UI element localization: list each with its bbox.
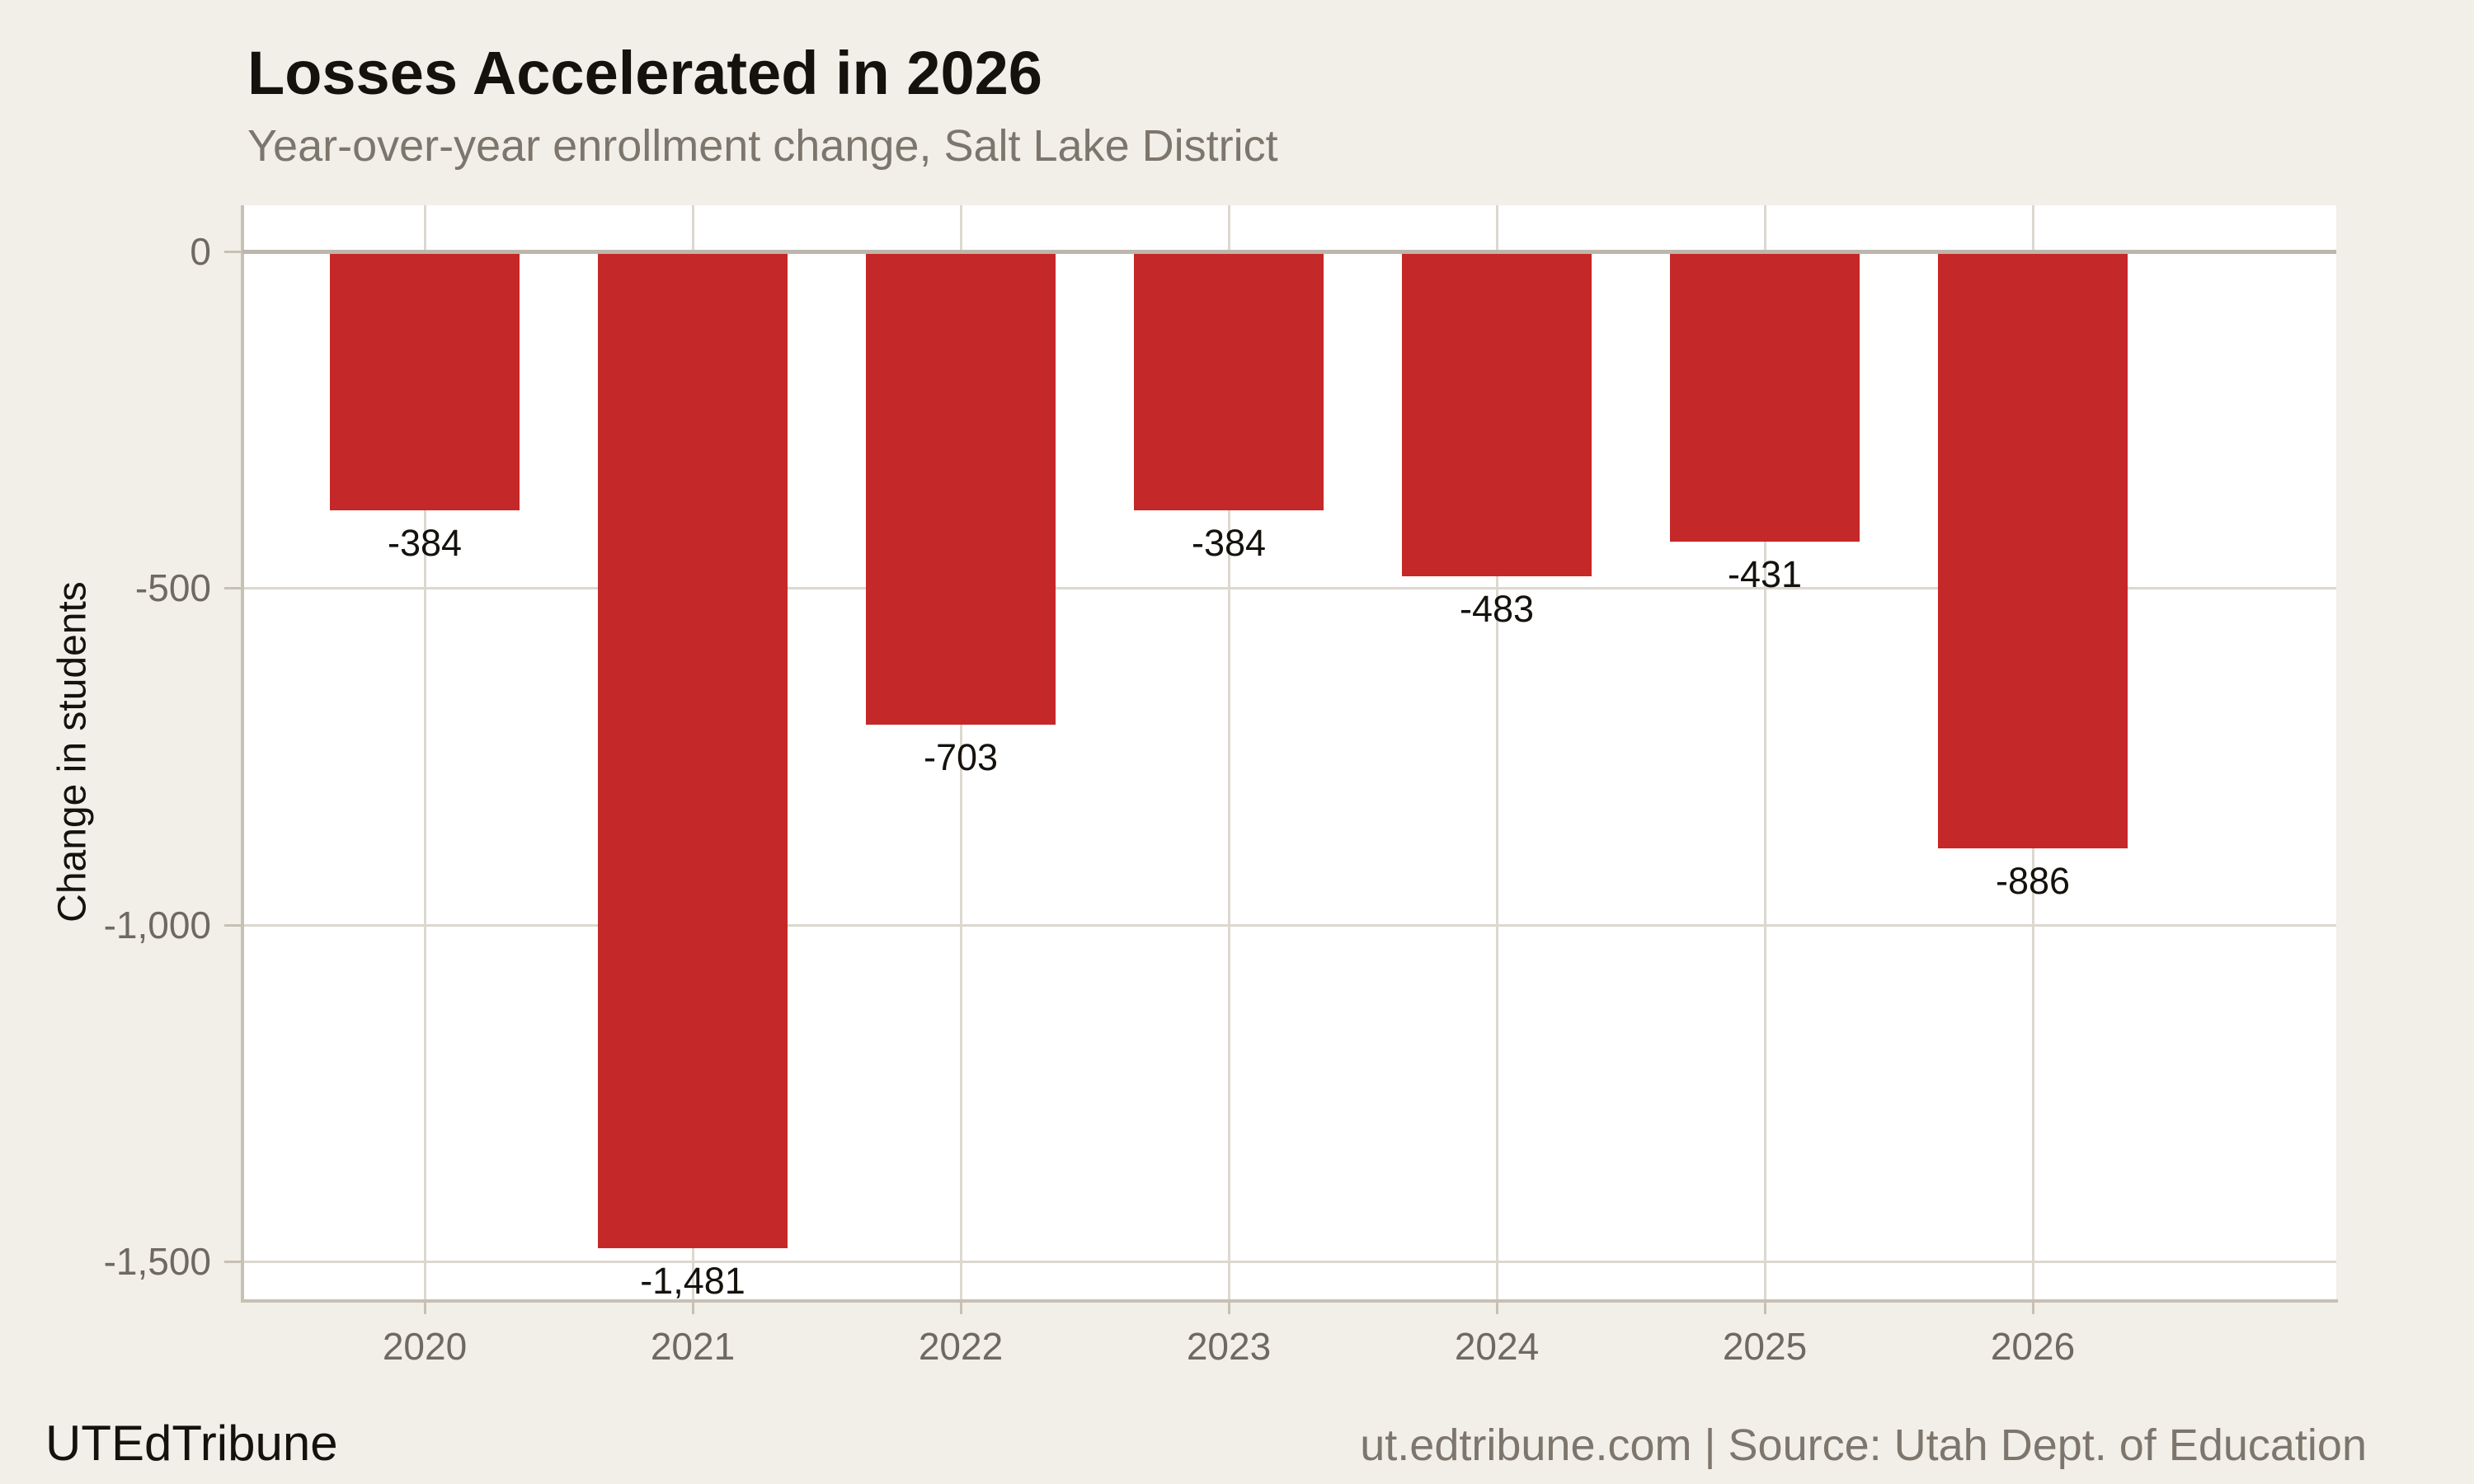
bar-value-label-2024: -483 xyxy=(1459,588,1535,631)
bar-value-label-2021: -1,481 xyxy=(640,1260,745,1303)
y-tick-mark-1 xyxy=(224,587,242,590)
bar-2020 xyxy=(330,251,520,510)
axis-bottom-border xyxy=(241,1299,2338,1303)
bar-2021 xyxy=(598,251,788,1249)
h-gridline--1,500 xyxy=(242,1261,2336,1263)
x-tick-label-2021: 2021 xyxy=(650,1325,736,1368)
bar-2024 xyxy=(1402,251,1592,577)
chart-title: Losses Accelerated in 2026 xyxy=(247,39,1042,107)
v-gridline-2022 xyxy=(960,205,962,1299)
v-gridline-2025 xyxy=(1764,205,1766,1299)
x-tick-mark-2022 xyxy=(960,1299,962,1314)
x-tick-mark-2026 xyxy=(2032,1299,2034,1314)
y-tick-label-3: -1,500 xyxy=(103,1240,211,1283)
v-gridline-2024 xyxy=(1496,205,1498,1299)
y-tick-label-0: 0 xyxy=(190,230,211,273)
h-gridline--1,000 xyxy=(242,923,2336,927)
y-tick-label-1: -500 xyxy=(134,566,211,610)
bar-value-label-2023: -384 xyxy=(1191,521,1267,564)
x-tick-label-2025: 2025 xyxy=(1722,1325,1808,1368)
bar-2023 xyxy=(1134,251,1324,510)
x-tick-label-2024: 2024 xyxy=(1454,1325,1540,1368)
x-tick-mark-2023 xyxy=(1228,1299,1230,1314)
chart-subtitle: Year-over-year enrollment change, Salt L… xyxy=(247,121,1278,171)
x-tick-label-2020: 2020 xyxy=(382,1325,468,1368)
y-tick-mark-3 xyxy=(224,1261,242,1263)
footer-source: ut.edtribune.com | Source: Utah Dept. of… xyxy=(1360,1421,2367,1470)
x-tick-label-2026: 2026 xyxy=(1990,1325,2076,1368)
v-gridline-2023 xyxy=(1228,205,1230,1299)
bar-2022 xyxy=(866,251,1056,726)
h-gridline--500 xyxy=(242,587,2336,590)
x-tick-mark-2024 xyxy=(1496,1299,1498,1314)
y-tick-label-2: -1,000 xyxy=(103,903,211,946)
bar-value-label-2025: -431 xyxy=(1727,552,1803,595)
x-tick-mark-2020 xyxy=(424,1299,426,1314)
y-tick-mark-2 xyxy=(224,923,242,927)
bar-value-label-2022: -703 xyxy=(923,736,999,779)
x-tick-label-2022: 2022 xyxy=(918,1325,1004,1368)
bar-value-label-2026: -886 xyxy=(1995,859,2071,902)
x-tick-label-2023: 2023 xyxy=(1186,1325,1272,1368)
y-axis-title-text: Change in students xyxy=(50,581,95,923)
x-tick-mark-2025 xyxy=(1764,1299,1766,1314)
axis-left-border xyxy=(241,205,244,1303)
zero-baseline xyxy=(242,250,2336,254)
footer-brand: UTEdTribune xyxy=(45,1416,338,1471)
bar-2025 xyxy=(1670,251,1860,542)
x-tick-mark-2021 xyxy=(692,1299,694,1314)
v-gridline-2020 xyxy=(424,205,426,1299)
bar-2026 xyxy=(1938,251,2128,848)
bar-value-label-2020: -384 xyxy=(387,521,463,564)
y-tick-mark-0 xyxy=(224,251,242,253)
